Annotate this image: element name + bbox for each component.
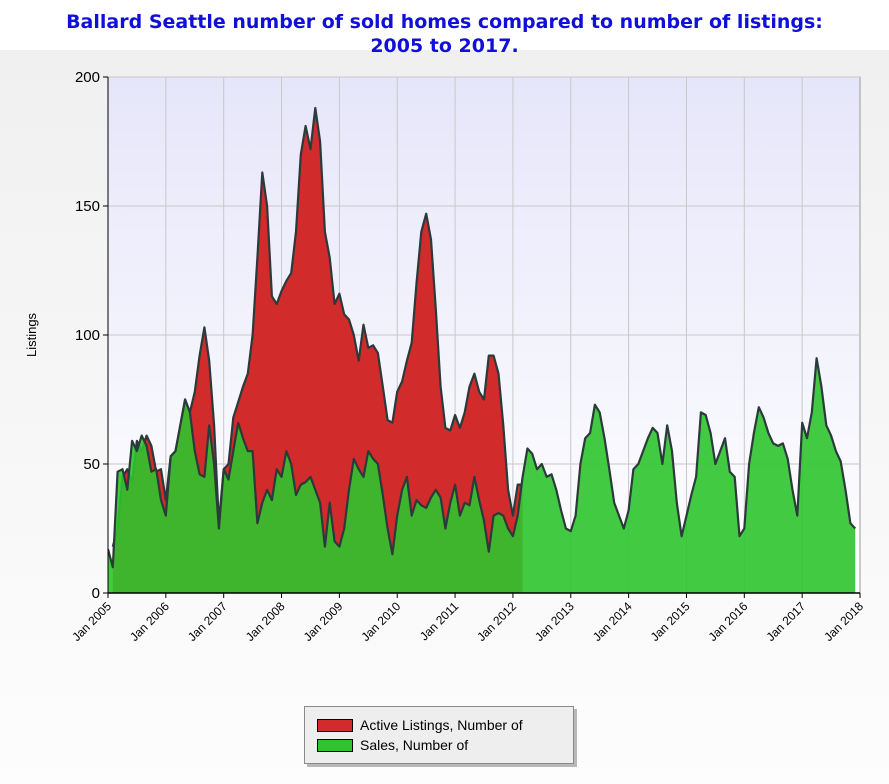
- x-tick-label: Jan 2011: [417, 599, 461, 643]
- x-tick-label: Jan 2018: [821, 599, 866, 644]
- x-tick-label: Jan 2006: [127, 599, 172, 644]
- x-tick-label: Jan 2017: [763, 599, 808, 644]
- x-tick-label: Jan 2009: [301, 599, 346, 644]
- x-tick-label: Jan 2010: [359, 599, 404, 644]
- x-axis-ticks: Jan 2005 Jan 2006 Jan 2007 Jan 2008 Jan 2009…: [69, 593, 866, 644]
- series-areas: [108, 106, 857, 593]
- y-tick-label: 150: [75, 198, 100, 215]
- x-tick-label: Jan 2013: [532, 599, 577, 644]
- y-tick-label: 0: [92, 585, 100, 602]
- x-tick-label: Jan 2012: [474, 599, 519, 644]
- y-tick-label: 200: [75, 69, 100, 86]
- line-sales: [108, 357, 857, 569]
- x-tick-label: Jan 2008: [243, 599, 288, 644]
- x-tick-label: Jan 2015: [648, 599, 693, 644]
- chart-title-line-2: 2005 to 2017.: [370, 35, 519, 57]
- chart-title: Ballard Seattle number of sold homes com…: [0, 10, 889, 58]
- legend-swatch-active-listings: [317, 718, 353, 732]
- chart-title-line-1: Ballard Seattle number of sold homes com…: [66, 11, 823, 33]
- area-sales: [108, 358, 856, 593]
- y-axis-ticks: 0 50 100 150 200: [75, 69, 108, 602]
- legend-item-sales: Sales, Number of: [317, 736, 468, 754]
- x-tick-label: Jan 2014: [590, 599, 635, 644]
- y-tick-label: 100: [75, 327, 100, 344]
- x-tick-label: Jan 2007: [185, 599, 230, 644]
- legend-label-active-listings: Active Listings, Number of: [360, 717, 523, 733]
- legend: Active Listings, Number of Sales, Number…: [304, 706, 574, 764]
- legend-item-active-listings: Active Listings, Number of: [317, 716, 523, 734]
- x-tick-label: Jan 2005: [69, 599, 114, 644]
- y-axis-label: Listings: [24, 312, 39, 357]
- legend-swatch-sales: [317, 738, 353, 752]
- x-tick-label: Jan 2016: [706, 599, 751, 644]
- legend-label-sales: Sales, Number of: [360, 737, 469, 753]
- y-tick-label: 50: [83, 456, 100, 473]
